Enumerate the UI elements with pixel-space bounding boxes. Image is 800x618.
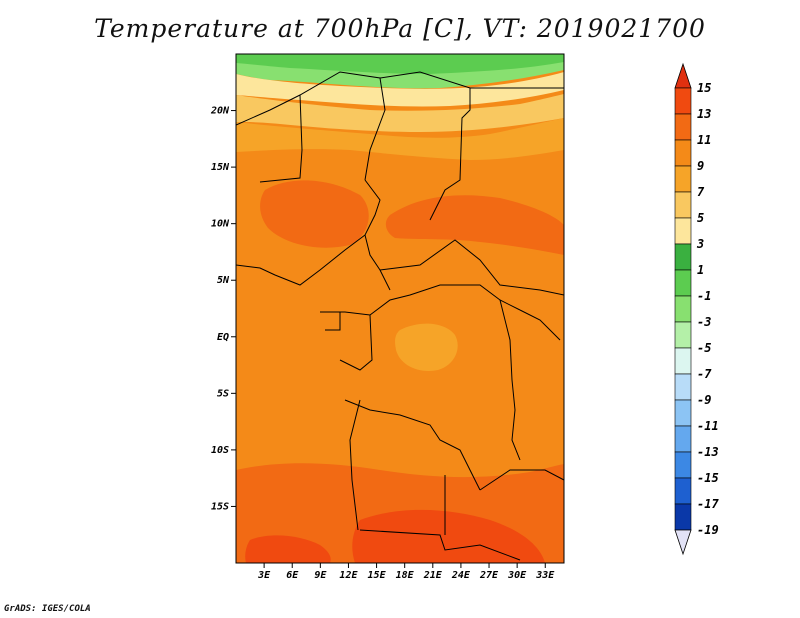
lat-label: 10S: [211, 445, 229, 456]
colorbar-label: 15: [697, 81, 711, 95]
border-north: [236, 71, 386, 181]
border-gabon: [339, 314, 373, 371]
grads-credit: GrADS: IGES/COLA: [4, 604, 91, 614]
border-east-drc: [499, 299, 521, 461]
colorbar-label: 11: [697, 133, 711, 147]
colorbar-segment: [674, 191, 692, 219]
lon-label: 27E: [479, 570, 499, 581]
band-green: [236, 54, 564, 74]
lon-label: 6E: [286, 570, 299, 581]
band-pale-yellow: [236, 72, 564, 107]
latitude-axis: 20N 15N 10N 5N EQ 5S 10S 15S: [210, 106, 236, 512]
lon-label: 24E: [451, 570, 471, 581]
coast-angola: [349, 399, 361, 531]
colorbar-label: -9: [697, 393, 711, 407]
colorbar-bottom-arrow: [674, 529, 692, 556]
colorbar-segment: [674, 373, 692, 401]
patch-south-hot: [352, 509, 545, 563]
lon-label: 30E: [507, 570, 527, 581]
border-zambia-moz: [479, 469, 564, 491]
lat-label: 15N: [211, 162, 230, 173]
colorbar-segment: [674, 243, 692, 271]
colorbar-label: -13: [697, 445, 719, 459]
patch-sw-hot: [245, 535, 331, 563]
colorbar-segment: [674, 295, 692, 323]
colorbar-segment: [674, 477, 692, 505]
colorbar-label: -5: [697, 341, 711, 355]
map-field: [236, 54, 564, 563]
lon-label: 12E: [339, 570, 358, 581]
border-libya-chad: [379, 71, 471, 221]
patch-central-warm: [385, 195, 564, 255]
lat-label: 5N: [217, 275, 230, 286]
patch-gulf: [236, 277, 272, 327]
colorbar-top-arrow: [674, 62, 692, 89]
border-uganda: [519, 309, 561, 341]
colorbar-label: -15: [697, 471, 719, 485]
lat-label: EQ: [217, 332, 229, 343]
colorbar-label: 13: [697, 107, 711, 121]
chart-title: Temperature at 700hPa [C], VT: 201902170…: [94, 14, 706, 43]
colorbar-label: -3: [697, 315, 711, 329]
colorbar-segment: [674, 217, 692, 245]
colorbar-label: -19: [697, 523, 719, 537]
colorbar-segment: [674, 503, 692, 531]
patch-west-warm: [260, 180, 369, 248]
lon-label: 21E: [423, 570, 443, 581]
colorbar: 15 13 11 9 7 5 3 1 -1 -3 -5 -7 -9 -11 -13 -15 -17 -19: [674, 62, 719, 556]
colorbar-label: 9: [697, 159, 704, 173]
border-congo-north: [320, 284, 521, 316]
border-niger: [259, 94, 303, 183]
patch-basin-cool: [395, 323, 458, 371]
colorbar-label: 1: [697, 263, 704, 277]
colorbar-segment: [674, 269, 692, 297]
colorbar-label: 3: [696, 237, 704, 251]
country-borders: [236, 71, 564, 561]
colorbar-label: -1: [697, 289, 711, 303]
colorbar-label: 7: [697, 185, 705, 199]
longitude-axis: 3E 6E 9E 12E 15E 18E 21E 24E 27E 30E 33E: [257, 563, 555, 581]
lat-label: 10N: [211, 219, 230, 230]
lon-label: 15E: [368, 570, 387, 581]
lat-label: 15S: [211, 501, 229, 512]
colorbar-label: 5: [697, 211, 704, 225]
band-light-orange: [236, 94, 564, 132]
colorbar-label: -7: [697, 367, 712, 381]
colorbar-segment: [674, 425, 692, 453]
lon-label: 9E: [314, 570, 327, 581]
colorbar-segment: [674, 87, 692, 115]
border-angola-drc: [344, 399, 481, 491]
colorbar-segment: [674, 451, 692, 479]
colorbar-segment: [674, 321, 692, 349]
colorbar-label: -17: [697, 497, 719, 511]
colorbar-segment: [674, 139, 692, 167]
border-eq-guinea: [325, 312, 341, 331]
border-namibia: [359, 529, 521, 561]
colorbar-label: -11: [697, 419, 719, 433]
lon-label: 33E: [535, 570, 555, 581]
band-amber: [236, 118, 564, 160]
lon-label: 3E: [257, 570, 271, 581]
border-nigeria: [236, 234, 366, 286]
border-car-sudan: [379, 239, 564, 296]
lat-label: 5S: [217, 388, 229, 399]
colorbar-segment: [674, 399, 692, 427]
lon-label: 18E: [396, 570, 415, 581]
lat-label: 20N: [210, 106, 230, 117]
map-frame: [235, 53, 565, 564]
colorbar-segment: [674, 165, 692, 193]
colorbar-segment: [674, 347, 692, 375]
colorbar-segment: [674, 113, 692, 141]
